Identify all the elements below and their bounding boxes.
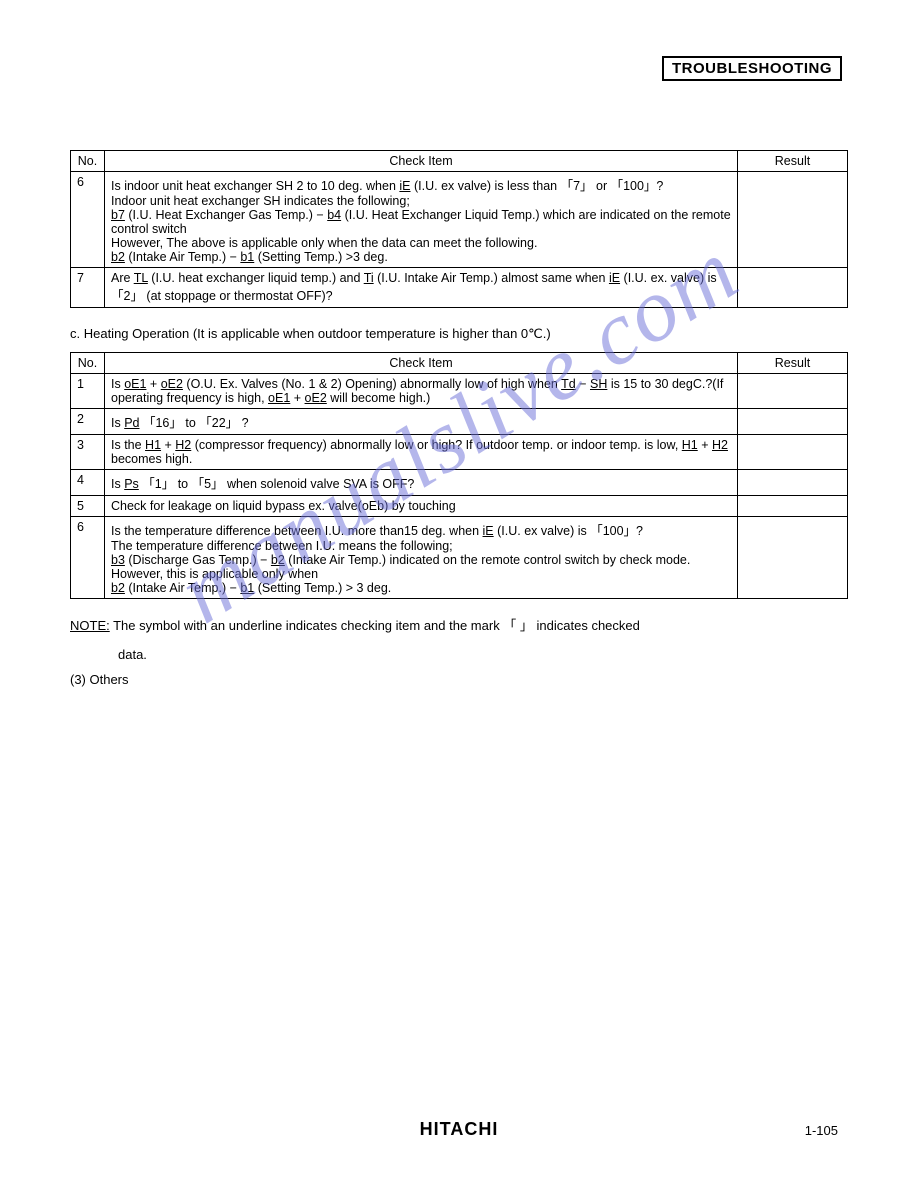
cell-no: 5: [71, 496, 105, 517]
table-1: No. Check Item Result 6 Is indoor unit h…: [70, 150, 848, 308]
cell-check: Check for leakage on liquid bypass ex. v…: [105, 496, 738, 517]
others-label: (3) Others: [70, 672, 848, 687]
cell-no: 6: [71, 517, 105, 599]
cell-check: Is Ps 「1」 to 「5」 when solenoid valve SVA…: [105, 470, 738, 496]
col-header-no: No.: [71, 151, 105, 172]
cell-result: [738, 374, 848, 409]
col-header-result: Result: [738, 151, 848, 172]
cell-check: Is the H1 + H2 (compressor frequency) ab…: [105, 435, 738, 470]
footer-brand: HITACHI: [0, 1119, 918, 1140]
cell-no: 1: [71, 374, 105, 409]
note-rest: The symbol with an underline indicates c…: [110, 618, 640, 633]
table-row: 3 Is the H1 + H2 (compressor frequency) …: [71, 435, 848, 470]
cell-result: [738, 435, 848, 470]
cell-check: Is oE1 + oE2 (O.U. Ex. Valves (No. 1 & 2…: [105, 374, 738, 409]
table-row: No. Check Item Result: [71, 353, 848, 374]
table-row: 5 Check for leakage on liquid bypass ex.…: [71, 496, 848, 517]
cell-result: [738, 409, 848, 435]
page: TROUBLESHOOTING manualslive.com No. Chec…: [0, 0, 918, 1188]
col-header-no: No.: [71, 353, 105, 374]
cell-result: [738, 517, 848, 599]
cell-result: [738, 496, 848, 517]
header-title-box: TROUBLESHOOTING: [662, 56, 842, 81]
cell-check: Is indoor unit heat exchanger SH 2 to 10…: [105, 172, 738, 268]
table-row: 4 Is Ps 「1」 to 「5」 when solenoid valve S…: [71, 470, 848, 496]
table-row: 6 Is indoor unit heat exchanger SH 2 to …: [71, 172, 848, 268]
cell-result: [738, 470, 848, 496]
table-row: 2 Is Pd 「16」 to 「22」 ?: [71, 409, 848, 435]
section-c-label: c. Heating Operation (It is applicable w…: [70, 326, 848, 342]
cell-no: 4: [71, 470, 105, 496]
table-2: No. Check Item Result 1 Is oE1 + oE2 (O.…: [70, 352, 848, 599]
cell-result: [738, 268, 848, 308]
col-header-check: Check Item: [105, 151, 738, 172]
note-line-1: NOTE: The symbol with an underline indic…: [70, 615, 848, 634]
cell-no: 6: [71, 172, 105, 268]
table-row: No. Check Item Result: [71, 151, 848, 172]
cell-no: 3: [71, 435, 105, 470]
col-header-check: Check Item: [105, 353, 738, 374]
footer-pageno: 1-105: [805, 1123, 838, 1138]
note-line-2: data.: [118, 647, 848, 662]
table-row: 7 Are TL (I.U. heat exchanger liquid tem…: [71, 268, 848, 308]
table-row: 1 Is oE1 + oE2 (O.U. Ex. Valves (No. 1 &…: [71, 374, 848, 409]
cell-check: Is the temperature difference between I.…: [105, 517, 738, 599]
table-row: 6 Is the temperature difference between …: [71, 517, 848, 599]
cell-no: 2: [71, 409, 105, 435]
cell-no: 7: [71, 268, 105, 308]
header-title: TROUBLESHOOTING: [672, 60, 832, 77]
col-header-result: Result: [738, 353, 848, 374]
cell-check: Are TL (I.U. heat exchanger liquid temp.…: [105, 268, 738, 308]
cell-result: [738, 172, 848, 268]
note-prefix: NOTE:: [70, 618, 110, 633]
content: No. Check Item Result 6 Is indoor unit h…: [70, 150, 848, 687]
cell-check: Is Pd 「16」 to 「22」 ?: [105, 409, 738, 435]
